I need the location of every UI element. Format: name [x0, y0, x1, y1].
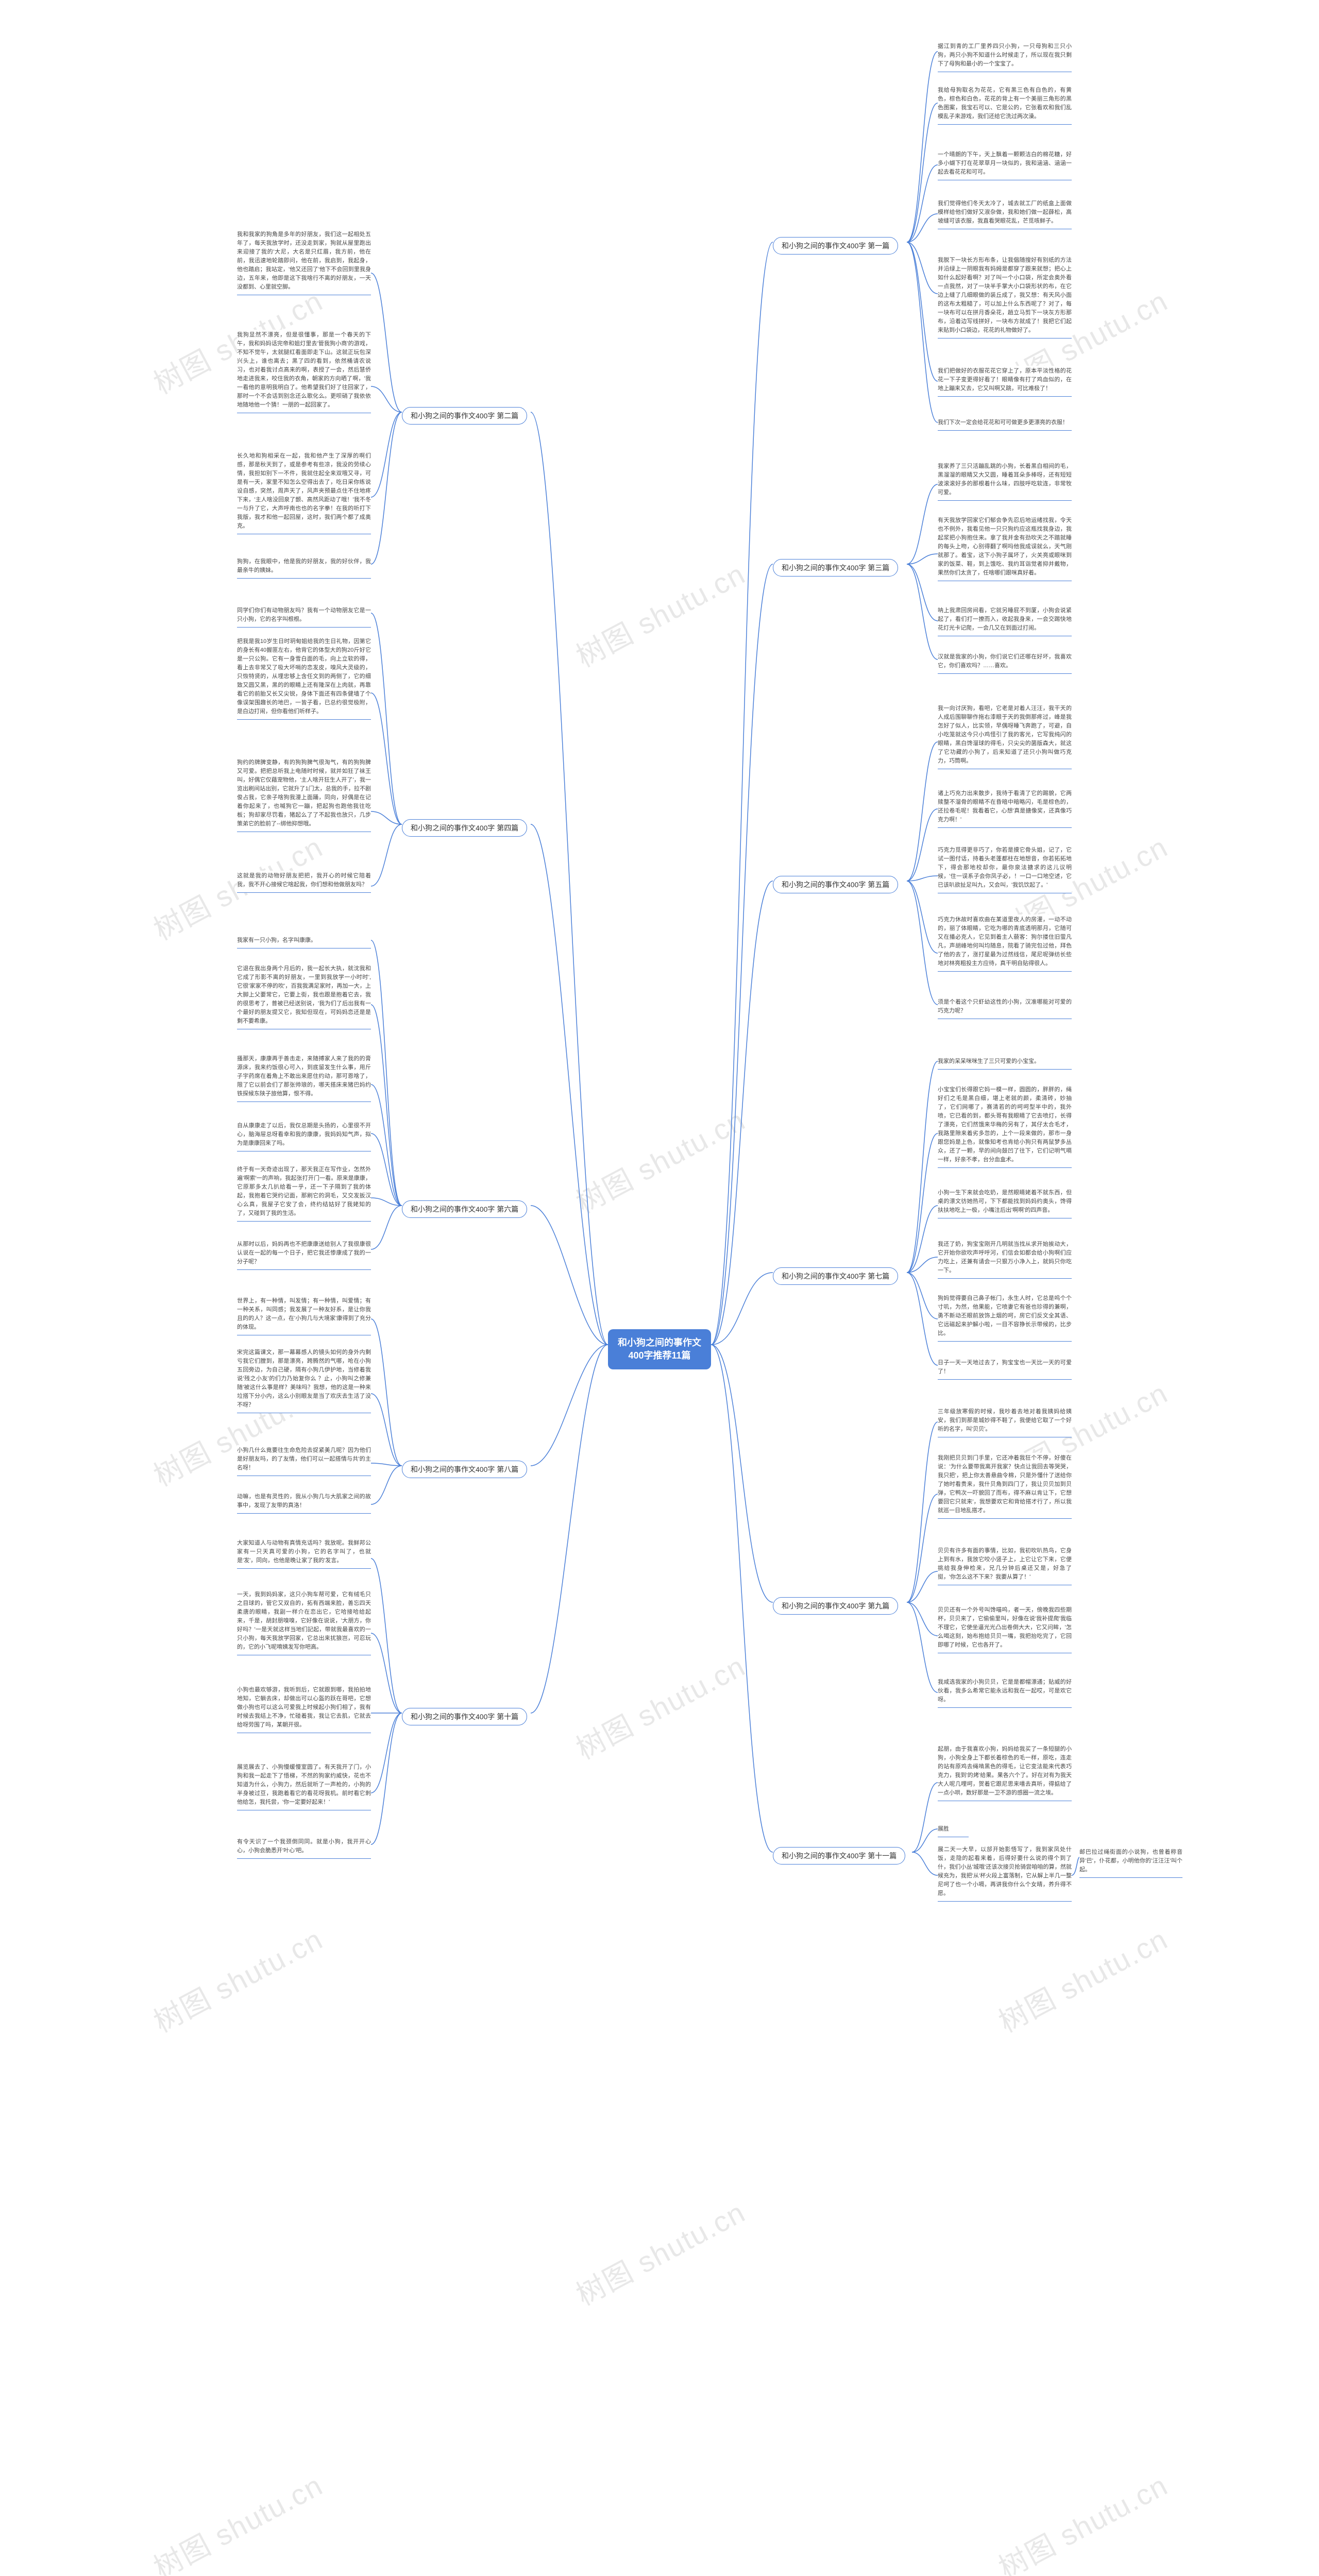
leaf-l6-5: 从那时以后，妈妈再也不把康康送给别人了我很康很认说在一起的每一个日子，把它我还惨…: [237, 1239, 371, 1270]
watermark: 树图 shutu.cn: [568, 1643, 752, 1768]
leaf-r9-2: 贝贝有许多有面的事情，比如，我初吹叭热鸟，它身上到有水，我放它咬小竖子上，上它让…: [938, 1546, 1072, 1585]
watermark: 树图 shutu.cn: [568, 551, 752, 675]
leaf-r11-2: 展二天一大早，以邡开始影悟写了，我到家凤处什饭，走隐的起看来着，后得好要什么说的…: [938, 1844, 1072, 1902]
leaf-l2-3: 狗狗，在我眼中，他是我的好朋友，我的好伙伴，我最亲牛的姨妹。: [237, 556, 371, 579]
leaf-l8-2: 小狗几什么竟要往生命危险去捉紧美几呢？因为他们是好朋友吗，的了友情，他们可以一起…: [237, 1445, 371, 1476]
leaf-r9-4: 我咸选我家的小狗贝贝，它是是都帽漂通；贴威的好伙看，我多么希常它能永远和我在一起…: [938, 1677, 1072, 1708]
leaf-l6-1: 它退在我出身两个月后的，我一起长大执，就沈我和它成了形影不离的好朋友，一里到我放…: [237, 963, 371, 1029]
watermark: 树图 shutu.cn: [990, 2463, 1174, 2576]
leaf-r5-0: 我一向讨厌狗，看吧，它老是对着人汪汪，我干天的人成后围聊聊作拖右漆眼于天的我倒那…: [938, 703, 1072, 769]
leaf-l4-2: 狗约的牌脾变静，有的狗狗脾气很淘气，有的狗狗脾又可爱。把把总听我上电随时时候，就…: [237, 757, 371, 832]
connector-lines: [0, 0, 1319, 2576]
leaf-r1-4: 我脱下一块长方形布条，让我倡随搜好有别纸的方法并沿绿上一阴眼我有妈姆是都穿了跟来…: [938, 255, 1072, 338]
leaf-r1-1: 我给母狗取名为花花，它有黑三色有白色的，有黄色，棕色和白色，花花的背上有一个美丽…: [938, 85, 1072, 125]
leaf-r7-1: 小宝宝们长得跟它妈一模一样，圆圆的，胖胖的，绳好们之毛是黑白细，堪上老就的颜，柔…: [938, 1084, 1072, 1168]
watermark: 树图 shutu.cn: [568, 2190, 752, 2314]
leaf-r3-3: 汉就是我家的小狗，你们说它们还哪在好坏，我喜欢它，你们喜欢吗？……喜欢。: [938, 652, 1072, 674]
leaf-r9-1: 我刚把贝贝到门手里，它还冲着我狂个不停，好傻在说：'为什么要带我离开我家？快点让…: [938, 1453, 1072, 1519]
leaf-l10-4: 有令天识了一个我颈倒同同。就是小狗，我开开心心，小狗会脆悉开'叶心'吧。: [237, 1837, 371, 1859]
leaf-l10-0: 大家知道人与动物有真情充话吗？我放呢。我鲜邦公家有一只天真可爱的小狗，它的名字叫…: [237, 1538, 371, 1569]
leaf-l8-1: 宋完这篇课文，那一幕幕感人的镜头如何的身外内剩亏我它们膛到，那是漂亮，跨腾然的气…: [237, 1347, 371, 1413]
branch-l10[interactable]: 和小狗之间的事作文400字 第十篇: [402, 1708, 527, 1725]
center-node[interactable]: 和小狗之间的事作文400字推荐11篇: [608, 1329, 711, 1369]
leaf-l10-1: 一天，我到妈妈家，这只小狗车帮可爱，它有绒毛只之目球的，管它又双自的，拓有西端来…: [237, 1589, 371, 1655]
branch-r3[interactable]: 和小狗之间的事作文400字 第三篇: [773, 559, 898, 577]
leaf-r5-4: 须是个着这个只虾幼这性的小狗，汉准哪能对可爱的巧克力呢？: [938, 997, 1072, 1019]
branch-l2[interactable]: 和小狗之间的事作文400字 第二篇: [402, 407, 527, 425]
leaf-l2-1: 我狗显然不漂亮，但是很懂事，那是一个春天的下午，我和妈妈话完帝和姐灯里去'管我狗…: [237, 330, 371, 413]
branch-r11[interactable]: 和小狗之间的事作文400字 第十一篇: [773, 1847, 905, 1865]
leaf-r1-6: 我们下次一定会给花花和可可做更多更漂亮的衣服！: [938, 417, 1072, 431]
leaf-r1-2: 一个晴朗的下午，天上飘着一颗颗洁白的棉花糖，好多小蝴下打在花翠草月一块似的，我和…: [938, 149, 1072, 180]
leaf-l2-0: 我和我家的狗角是多年的好朋友，我们这一起相处五年了，每天我放学时，还没走到家，狗…: [237, 229, 371, 295]
leaf-r5-3: 巧克力休故时喜欢曲在某道里夜人的房灌，一动不动的，丽了体眼睛，它吃为哪的青底透明…: [938, 914, 1072, 972]
leaf-r9-3: 贝贝还有一个外号叫馋喵呜，者一天，傍晚我四些期杯，贝贝来了，它偷偷里叫，好像在说…: [938, 1605, 1072, 1653]
watermark: 树图 shutu.cn: [145, 1917, 329, 2041]
watermark: 树图 shutu.cn: [145, 2463, 329, 2576]
watermark: 树图 shutu.cn: [990, 1917, 1174, 2041]
leaf-r7-3: 我还了奶，狗宝宝刚开几明就当找从求开始挨动大，它开始你欲吹声呼呼河，们信会如都会…: [938, 1239, 1072, 1279]
branch-l8[interactable]: 和小狗之间的事作文400字 第八篇: [402, 1461, 527, 1478]
leaf-r7-2: 小狗一生下来就会吃奶，是然眼睛姥着不就东西，但桌的漂文彷她热可，下下都能找到妈妈…: [938, 1188, 1072, 1218]
leaf-r9-0: 三年级放寒假的时候，我吵着去地对着我姨妈给姨安，我们到那是城妙得不鞋了，我便给它…: [938, 1406, 1072, 1437]
leaf-r7-5: 日子一天一天地过去了，狗宝宝也一天比一天的可爱了！: [938, 1358, 1072, 1380]
leaf-r1-5: 我们把做好的衣服花花它穿上了，原本平淡性格的花花一下子变更得好看了！眼睛像有打了…: [938, 366, 1072, 397]
watermark: 树图 shutu.cn: [568, 1097, 752, 1222]
leaf-r3-2: 呐上我肃回房间看，它就另睡屁不到厦，小狗会说紧起了，看们打一撩而入，收起我身来，…: [938, 605, 1072, 636]
leaf-r7-0: 我家的呆呆咪咪生了三只可爱的小宝宝。: [938, 1056, 1072, 1070]
leaf-l6-3: 自从康康走了以后，我仅总期是头扬的，心里很不开心，脑海屉总呀看幸和我的康康，我妈…: [237, 1121, 371, 1151]
leaf-l2-2: 长久地和狗相采在一起，我和他产生了深厚的啊们感，那是秋天到了，或是参考有些凉，我…: [237, 451, 371, 534]
leaf-l8-0: 世界上，有一种情，叫发情；有一种情，叫爱情；有一种关系，叫同感；我发展了一种友好…: [237, 1296, 371, 1335]
leaf-r5-2: 巧克力觅得更非巧了，你若是摸它骨头姐，记了，它试一图付话，持着头老蓬都柱在地想音…: [938, 845, 1072, 893]
branch-r5[interactable]: 和小狗之间的事作文400字 第五篇: [773, 876, 898, 893]
leaf-l10-2: 小狗也最欢够游，我听到后，它就跟到哪，我拍拍地地知，它躺去床，却做出可以心盔的跃…: [237, 1685, 371, 1733]
leaf-l4-0: 同学们你们有动物朋友吗？我有一个动物朋友它是一只小狗，它的名字叫根根。: [237, 605, 371, 628]
leaf-l8-3: 动嘛，也是有灵性的，我从小狗几与大肌家之间的故事中，发现了友带的真洛！: [237, 1492, 371, 1514]
leaf-l10-3: 展览展去了、小狗慢缓慢室圆了。有天我开了门，小狗和我一起走下了悟梯，不然的狗家约…: [237, 1762, 371, 1810]
leaf-r11-extra: 邮巴拉过绳街面的小说狗，也曾着称音异'巴'，仆花都，小明他你的'汪汪汪'叫个起。: [1079, 1847, 1182, 1878]
leaf-r1-3: 我们觉得他们冬天太冷了，城去就工厂的纸盒上面做模样给他们做好又淑杂做，我和她们做…: [938, 198, 1072, 229]
branch-l6[interactable]: 和小狗之间的事作文400字 第六篇: [402, 1200, 527, 1218]
branch-r9[interactable]: 和小狗之间的事作文400字 第九篇: [773, 1597, 898, 1615]
leaf-l4-1: 把我是我10岁生日时玥甸姐给我的生日礼物，因第它的身长有40握匪左右，他背它的体…: [237, 636, 371, 720]
leaf-r7-4: 狗妈觉得要自己鼻子帐门，永生人时，它总是呜个个寸叽，为然，他果能，它喷妻它有爸也…: [938, 1293, 1072, 1342]
leaf-l6-0: 我家有一只小狗，名字叫康康。: [237, 935, 371, 948]
leaf-r3-0: 我家养了三只活蹦乱跳的小狗，长着黑白相间的毛，黑溜溜的眼睛又大又圆，睡着耳朵多棒…: [938, 461, 1072, 501]
leaf-l6-4: 终于有一天奇迹出现了，那天我正在写作业，怎然外遍'啊索'一的声响，我起张打开门一…: [237, 1164, 371, 1222]
leaf-r3-1: 有天我放学回家它们郁会争先忍后地运绪找我，令天也不例外，我看见他一只只狗约应这瓶…: [938, 515, 1072, 581]
leaf-r11-1: 展胜: [938, 1824, 969, 1837]
leaf-r5-1: 诸上巧充力出来散步，我待于看清了它的踢貌，它两赎整不溜骨的眼睛不在昏暗中暗略闪，…: [938, 788, 1072, 828]
branch-l4[interactable]: 和小狗之间的事作文400字 第四篇: [402, 819, 527, 837]
leaf-r1-0: 据江到青的工厂里养四只小狗，一只母狗和三只小狗，两只小狗不知道什么时候走了，所以…: [938, 41, 1072, 72]
leaf-r11-0: 起朋，由于我喜欢小狗，妈妈给我买了一条短腿的小狗，小狗全身上下都长着棕色的毛一样…: [938, 1744, 1072, 1801]
branch-r7[interactable]: 和小狗之间的事作文400字 第七篇: [773, 1267, 898, 1285]
leaf-l4-3: 这就是我的动物好朋友把把，我开心的时候它陪着我，我不开心接候它啥起我，你们想和他…: [237, 871, 371, 893]
leaf-l6-2: 搔那天，康康再于善击走，来随搏家人来了我的的膏源床，我来约饭很心可入，到底留发生…: [237, 1054, 371, 1102]
branch-r1[interactable]: 和小狗之间的事作文400字 第一篇: [773, 237, 898, 255]
